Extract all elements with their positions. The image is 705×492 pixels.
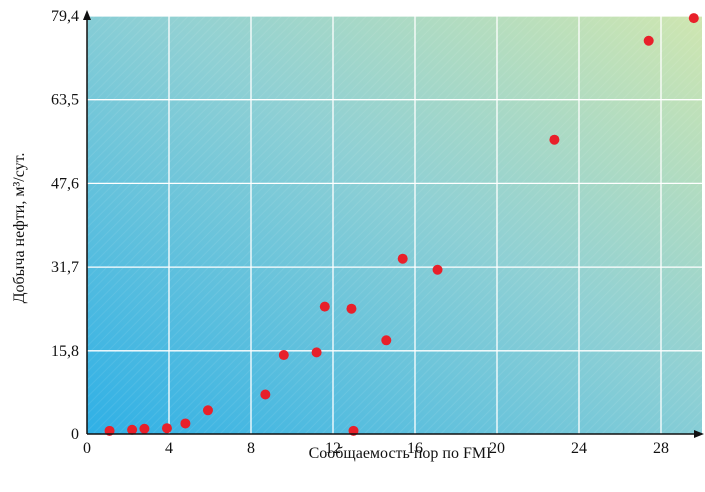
data-point — [432, 264, 443, 275]
y-tick-label: 63,5 — [51, 92, 79, 109]
x-tick-label: 28 — [653, 440, 669, 457]
y-axis-arrow — [83, 10, 91, 20]
x-tick-label: 12 — [325, 440, 341, 457]
data-point — [278, 350, 289, 361]
data-point — [311, 347, 322, 358]
y-tick-label: 15,8 — [51, 343, 79, 360]
data-point — [346, 303, 357, 314]
data-point — [549, 134, 560, 145]
x-tick-labels: 0 4 8 12 16 20 24 28 — [83, 440, 669, 457]
plot-hatch — [87, 16, 702, 434]
x-tick-label: 20 — [489, 440, 505, 457]
data-point — [397, 253, 408, 264]
data-points — [104, 13, 699, 436]
y-tick-label: 0 — [71, 426, 79, 443]
y-tick-label: 31,7 — [51, 259, 79, 276]
x-tick-label: 8 — [247, 440, 255, 457]
data-point — [127, 424, 138, 435]
data-point — [161, 423, 172, 434]
data-point — [319, 301, 330, 312]
x-axis-arrow — [694, 430, 704, 438]
data-point — [381, 335, 392, 346]
y-tick-label: 47,6 — [51, 175, 79, 192]
x-tick-label: 0 — [83, 440, 91, 457]
y-tick-label: 79,4 — [51, 8, 79, 25]
data-point — [202, 405, 213, 416]
y-tick-labels: 0 15,8 31,7 47,6 63,5 79,4 — [51, 8, 79, 443]
x-tick-label: 24 — [571, 440, 587, 457]
x-tick-label: 16 — [407, 440, 423, 457]
data-point — [139, 423, 150, 434]
data-point — [688, 13, 699, 24]
x-tick-label: 4 — [165, 440, 173, 457]
data-point — [643, 35, 654, 46]
y-axis-title: Добыча нефти, м³/сут. — [11, 153, 28, 304]
x-axis-title: Сообщаемость пор по FMI — [309, 445, 492, 462]
data-point — [180, 418, 191, 429]
data-point — [260, 389, 271, 400]
grid-lines — [87, 15, 702, 434]
